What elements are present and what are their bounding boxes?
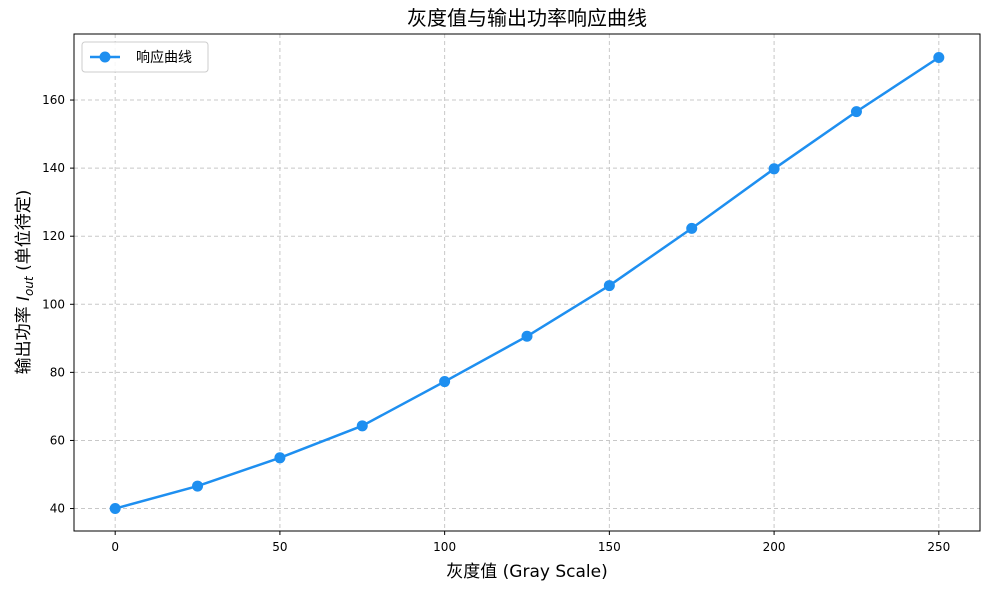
- x-tick-label: 200: [763, 540, 786, 554]
- x-tick-label: 50: [272, 540, 287, 554]
- y-axis-label-prefix: 输出功率: [14, 301, 34, 374]
- data-point-marker: [192, 480, 204, 492]
- legend-marker-swatch: [99, 51, 111, 63]
- data-point-marker: [603, 280, 615, 292]
- data-point-marker: [109, 503, 121, 515]
- legend-box: [81, 41, 209, 73]
- x-tick-label: 0: [111, 540, 119, 554]
- y-axis-label: 输出功率 Iout (单位待定): [14, 190, 36, 375]
- grid: [74, 34, 980, 531]
- x-tick-label: 100: [433, 540, 456, 554]
- y-axis-label-suffix: (单位待定): [14, 190, 34, 277]
- x-tick-label: 250: [927, 540, 950, 554]
- y-tick-label: 60: [50, 433, 65, 447]
- data-point-marker: [356, 420, 368, 432]
- data-point-marker: [439, 376, 451, 388]
- y-tick-label: 140: [42, 161, 65, 175]
- legend: 响应曲线: [81, 41, 209, 73]
- y-axis-label-subscript: out: [22, 275, 36, 296]
- series-layer: [109, 51, 945, 515]
- y-tick-label: 80: [50, 365, 65, 379]
- y-axis-label-symbol: I: [14, 296, 34, 301]
- y-axis-ticks: 40 60 80 100 120 140 160: [42, 93, 74, 516]
- y-tick-label: 40: [50, 502, 65, 516]
- data-point-marker: [521, 330, 533, 342]
- plot-frame: [73, 33, 981, 532]
- data-point-marker: [686, 222, 698, 234]
- y-tick-label: 120: [42, 229, 65, 243]
- x-axis-ticks: 0 50 100 150 200 250: [111, 531, 950, 554]
- data-point-marker: [933, 51, 945, 63]
- x-tick-label: 150: [598, 540, 621, 554]
- data-point-marker: [768, 163, 780, 175]
- y-tick-label: 160: [42, 93, 65, 107]
- y-tick-label: 100: [42, 297, 65, 311]
- legend-entry-label: 响应曲线: [136, 49, 192, 66]
- data-point-marker: [274, 452, 286, 464]
- chart-title: 灰度值与输出功率响应曲线: [407, 6, 647, 30]
- x-axis-label: 灰度值 (Gray Scale): [446, 562, 607, 582]
- data-point-marker: [850, 106, 862, 118]
